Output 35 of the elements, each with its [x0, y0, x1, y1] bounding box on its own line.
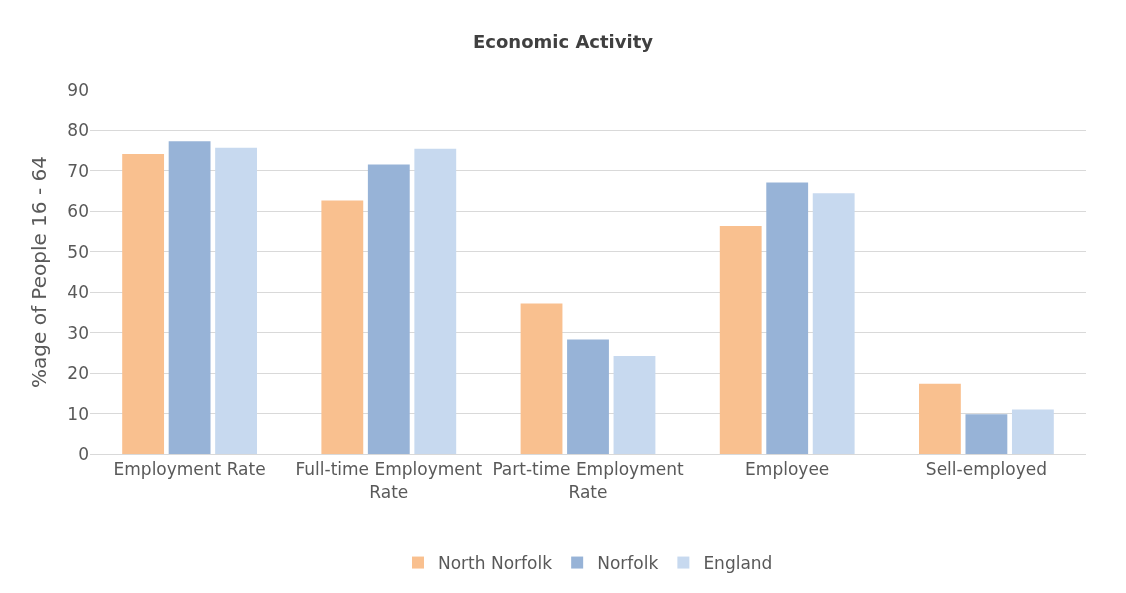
chart-title: Economic Activity	[473, 31, 654, 53]
y-tick-label: 70	[67, 160, 89, 181]
bar	[122, 153, 165, 454]
legend-label: England	[703, 553, 773, 574]
bar	[965, 414, 1008, 454]
bar	[1011, 409, 1054, 454]
bar	[613, 356, 656, 454]
y-tick-label: 10	[67, 403, 89, 424]
legend-label: Norfolk	[597, 553, 659, 574]
bar	[766, 182, 809, 454]
y-tick-label: 90	[67, 79, 89, 100]
bar	[719, 225, 762, 454]
bar	[919, 383, 961, 454]
bar	[414, 148, 457, 454]
x-tick-label: Sell-employed	[925, 459, 1047, 480]
bar	[567, 339, 609, 454]
y-tick-label: 40	[67, 282, 89, 303]
x-tick-label: Part-time Employment Rate	[492, 459, 684, 502]
y-tick-label: 80	[67, 120, 89, 141]
bar	[520, 303, 563, 454]
y-tick-label: 30	[67, 322, 89, 343]
legend-label: North Norfolk	[438, 553, 553, 574]
bar	[321, 200, 364, 454]
x-tick-label: Employee	[745, 459, 830, 480]
y-tick-label: 20	[67, 363, 89, 384]
bar	[367, 164, 410, 454]
y-tick-label: 50	[67, 241, 89, 262]
y-tick-label: 0	[78, 443, 89, 464]
x-tick-label: Employment Rate	[113, 459, 266, 480]
bar	[168, 141, 211, 454]
x-tick-label: Full-time Employment Rate	[295, 459, 483, 502]
y-tick-label: 60	[67, 201, 89, 222]
bar	[812, 193, 855, 454]
y-axis-title: %age of People 16 - 64	[26, 156, 51, 388]
bar	[215, 147, 257, 454]
